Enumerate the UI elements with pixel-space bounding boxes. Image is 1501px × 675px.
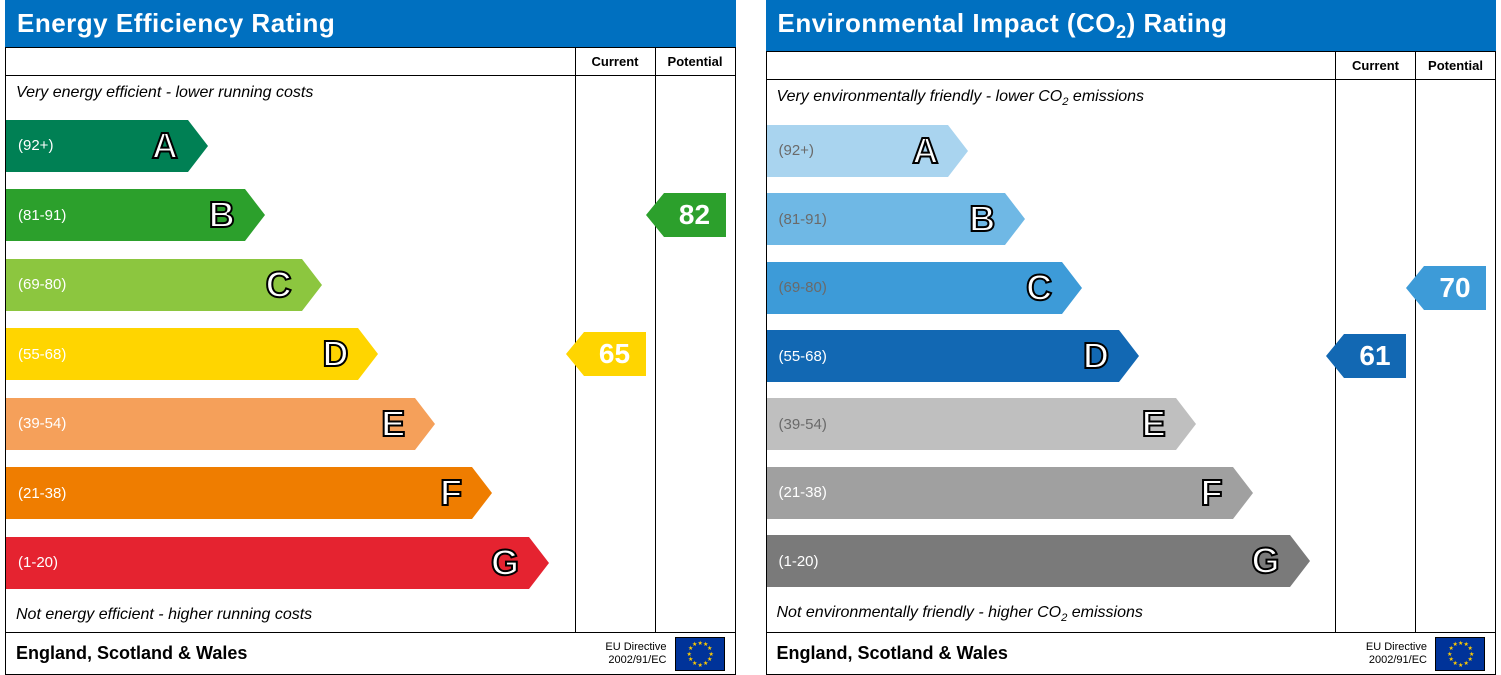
band-range: (81-91) — [18, 207, 66, 224]
band-letter: F — [440, 472, 462, 514]
pointer-value: 61 — [1359, 340, 1390, 372]
band-f: (21-38) F — [6, 467, 472, 519]
band-range: (55-68) — [779, 348, 827, 365]
band-letter: C — [1026, 267, 1052, 309]
potential-column: 70 — [1415, 80, 1495, 632]
band-letter: B — [969, 198, 995, 240]
directive-text: EU Directive2002/91/EC — [605, 641, 666, 665]
description-top: Very energy efficient - lower running co… — [6, 82, 575, 104]
panel-title: Energy Efficiency Rating — [5, 0, 736, 47]
chart-body: CurrentPotential Very energy efficient - … — [5, 47, 736, 675]
pointer-value: 82 — [679, 199, 710, 231]
band-b: (81-91) B — [767, 193, 1006, 245]
environmental-impact-panel: Environmental Impact (CO2) RatingCurrent… — [766, 0, 1497, 675]
band-letter: F — [1201, 472, 1223, 514]
band-letter: C — [266, 264, 292, 306]
pointer-value: 65 — [599, 338, 630, 370]
band-range: (55-68) — [18, 346, 66, 363]
potential-pointer: 70 — [1424, 266, 1486, 310]
band-c: (69-80) C — [767, 262, 1063, 314]
band-letter: G — [1252, 540, 1280, 582]
directive-text: EU Directive2002/91/EC — [1366, 641, 1427, 665]
band-range: (39-54) — [18, 415, 66, 432]
band-letter: B — [209, 194, 235, 236]
description-bottom: Not energy efficient - higher running co… — [6, 604, 575, 626]
band-range: (21-38) — [18, 485, 66, 502]
band-letter: E — [1142, 403, 1166, 445]
current-column: 61 — [1335, 80, 1415, 632]
band-b: (81-91) B — [6, 189, 245, 241]
region-label: England, Scotland & Wales — [16, 643, 247, 664]
rating-bands: (92+) A (81-91) B (69-80) C (55-68) D (39-54) E (2… — [767, 110, 1336, 601]
eu-flag-icon: ★★★★★★★★★★★★ — [675, 637, 725, 671]
band-range: (1-20) — [18, 554, 58, 571]
energy-efficiency-panel: Energy Efficiency RatingCurrentPotential… — [5, 0, 736, 675]
band-letter: E — [381, 403, 405, 445]
description-bottom: Not environmentally friendly - higher CO… — [767, 602, 1336, 626]
chart-body: CurrentPotential Very environmentally fri… — [766, 51, 1497, 675]
band-range: (92+) — [18, 137, 53, 154]
band-letter: D — [322, 333, 348, 375]
band-a: (92+) A — [6, 120, 188, 172]
band-f: (21-38) F — [767, 467, 1233, 519]
rating-bands: (92+) A (81-91) B (69-80) C (55-68) D (39-54) E (2… — [6, 104, 575, 604]
band-letter: A — [912, 130, 938, 172]
band-range: (69-80) — [779, 279, 827, 296]
current-column-header: Current — [575, 48, 655, 75]
band-letter: G — [491, 542, 519, 584]
band-d: (55-68) D — [767, 330, 1119, 382]
band-e: (39-54) E — [6, 398, 415, 450]
description-top: Very environmentally friendly - lower CO… — [767, 86, 1336, 110]
potential-column-header: Potential — [1415, 52, 1495, 79]
potential-pointer: 82 — [664, 193, 726, 237]
eu-flag-icon: ★★★★★★★★★★★★ — [1435, 637, 1485, 671]
potential-column: 82 — [655, 76, 735, 632]
band-a: (92+) A — [767, 125, 949, 177]
band-letter: A — [152, 125, 178, 167]
band-d: (55-68) D — [6, 328, 358, 380]
band-range: (39-54) — [779, 416, 827, 433]
band-c: (69-80) C — [6, 259, 302, 311]
band-e: (39-54) E — [767, 398, 1176, 450]
band-g: (1-20) G — [767, 535, 1290, 587]
current-column: 65 — [575, 76, 655, 632]
band-g: (1-20) G — [6, 537, 529, 589]
band-letter: D — [1083, 335, 1109, 377]
current-pointer: 65 — [584, 332, 646, 376]
band-range: (1-20) — [779, 553, 819, 570]
band-range: (69-80) — [18, 276, 66, 293]
pointer-value: 70 — [1439, 272, 1470, 304]
potential-column-header: Potential — [655, 48, 735, 75]
band-range: (92+) — [779, 142, 814, 159]
current-column-header: Current — [1335, 52, 1415, 79]
current-pointer: 61 — [1344, 334, 1406, 378]
band-range: (21-38) — [779, 484, 827, 501]
band-range: (81-91) — [779, 211, 827, 228]
region-label: England, Scotland & Wales — [777, 643, 1008, 664]
panel-title: Environmental Impact (CO2) Rating — [766, 0, 1497, 51]
